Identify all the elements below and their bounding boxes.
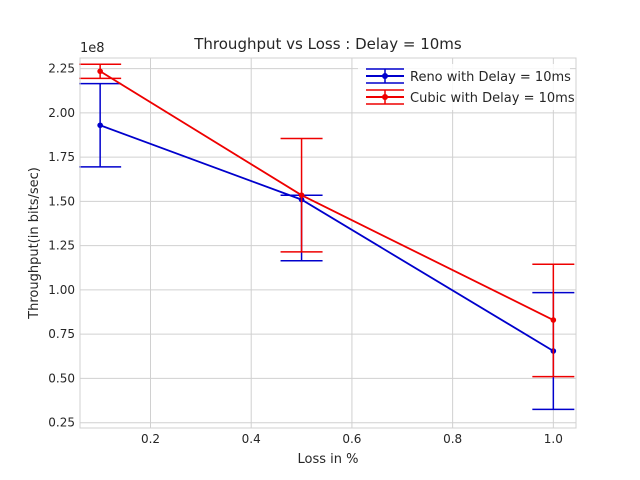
legend: Reno with Delay = 10ms Cubic with Delay … (358, 64, 575, 110)
x-tick-label: 0.6 (342, 432, 361, 446)
x-axis-label: Loss in % (298, 452, 359, 467)
legend-entry-reno: Reno with Delay = 10ms (366, 68, 571, 85)
x-tick-label: 0.4 (242, 432, 261, 446)
x-tick-label: 0.8 (443, 432, 462, 446)
legend-marker-cubic (382, 94, 388, 100)
data-point (97, 68, 103, 75)
data-point (298, 192, 305, 199)
series-layer (79, 63, 575, 411)
y-axis-label: Throughput(in bits/sec) (27, 167, 42, 320)
legend-label-reno: Reno with Delay = 10ms (410, 70, 571, 85)
plot-frame (79, 57, 577, 429)
y-tick-label: 2.25 (48, 62, 75, 76)
y-tick-label: 2.00 (48, 106, 75, 120)
data-point (97, 122, 103, 129)
y-tick-label: 0.25 (48, 416, 75, 430)
y-tick-label: 1.00 (48, 283, 75, 297)
x-ticks: 0.2 0.4 0.6 0.8 1.0 (141, 432, 563, 446)
legend-box (358, 64, 570, 110)
y-tick-label: 0.75 (48, 327, 75, 341)
x-tick-label: 1.0 (544, 432, 563, 446)
legend-label-cubic: Cubic with Delay = 10ms (410, 91, 575, 106)
y-tick-label: 0.50 (48, 371, 75, 385)
data-point (550, 317, 557, 323)
series-1 (79, 63, 575, 378)
legend-entry-cubic: Cubic with Delay = 10ms (366, 89, 575, 106)
y-tick-label: 1.75 (48, 150, 75, 164)
x-tick-label: 0.2 (141, 432, 160, 446)
legend-marker-reno (382, 73, 388, 79)
y-offset-label: 1e8 (80, 41, 105, 56)
y-tick-label: 1.50 (48, 194, 75, 208)
plot-area (80, 58, 576, 428)
y-tick-label: 1.25 (48, 239, 75, 253)
y-ticks: 0.25 0.50 0.75 1.00 1.25 1.50 1.75 2.00 2.25 (48, 62, 75, 430)
chart-title: Throughput vs Loss : Delay = 10ms (193, 35, 462, 53)
